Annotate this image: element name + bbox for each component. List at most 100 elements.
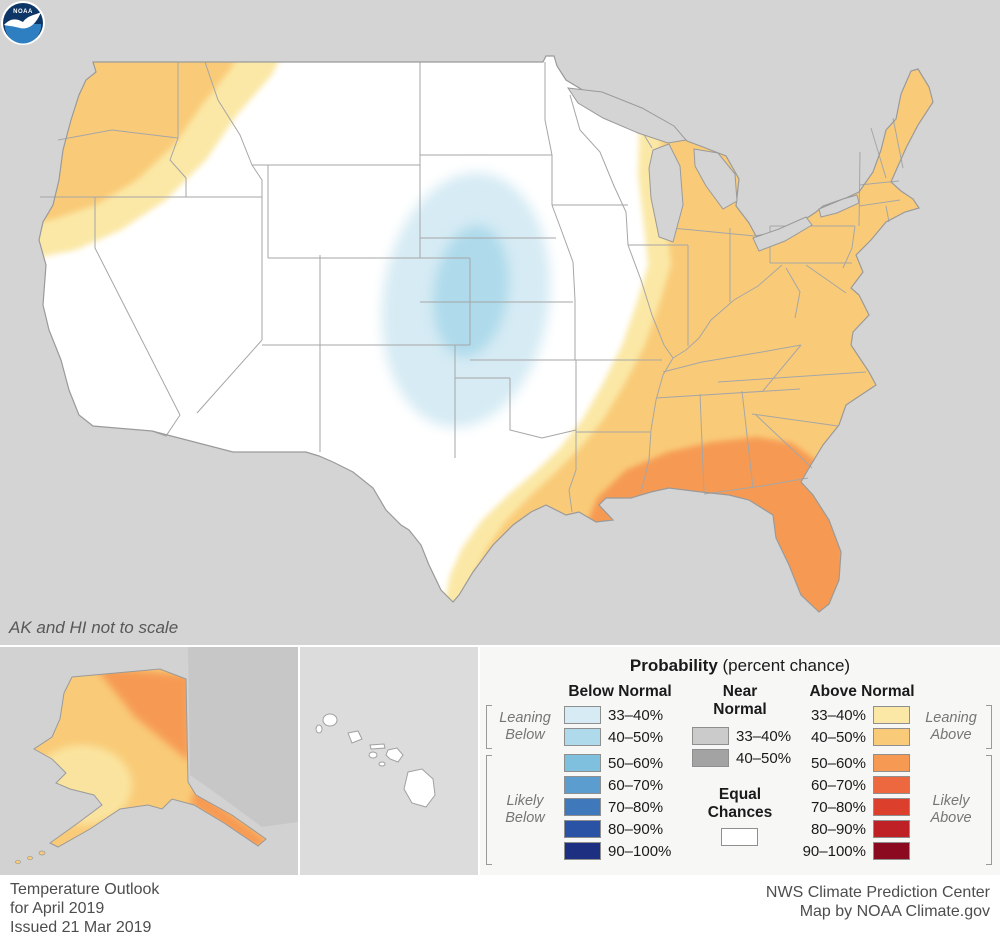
footer-period: for April 2019 xyxy=(10,900,105,917)
legend-row-above-80-90: 80–90% xyxy=(798,819,910,839)
conus-map xyxy=(38,55,934,613)
swatch-near-33-40 xyxy=(692,727,729,745)
range-label: 50–60% xyxy=(810,754,866,772)
bottom-row: Probability (percent chance) Below Norma… xyxy=(0,647,1000,875)
noaa-logo: NOAA xyxy=(1,1,45,45)
swatch-near-40-50 xyxy=(692,749,729,767)
range-label: 70–80% xyxy=(810,798,866,816)
swatch-above-90-100 xyxy=(873,842,910,860)
aleutian-island xyxy=(15,859,21,865)
scale-note: AK and HI not to scale xyxy=(9,618,179,637)
near-header-line1: Near xyxy=(722,683,758,700)
above-normal-header: Above Normal xyxy=(809,683,915,700)
footer: Temperature Outlook for April 2019 Issue… xyxy=(0,877,1000,938)
hawaii-map xyxy=(300,647,478,875)
swatch-below-50-60 xyxy=(564,754,601,772)
footer-source: NWS Climate Prediction Center xyxy=(765,884,990,901)
legend-row-below-40-50: 40–50% xyxy=(564,727,671,747)
range-label: 60–70% xyxy=(608,776,664,794)
likely-above-group: Likely Above xyxy=(916,755,992,865)
leaning-below-group: Leaning Below xyxy=(486,705,558,749)
legend-row-near-40-50: 40–50% xyxy=(692,748,791,768)
swatch-above-60-70 xyxy=(873,776,910,794)
legend-row-above-70-80: 70–80% xyxy=(798,797,910,817)
state-borders xyxy=(40,61,904,513)
likely-below-group: Likely Below xyxy=(486,755,558,865)
noaa-logo-ocean xyxy=(5,24,41,44)
swatch-below-90-100 xyxy=(564,842,601,860)
island-hawaii xyxy=(403,768,436,808)
island-kauai xyxy=(322,713,338,727)
island-lanai xyxy=(368,751,378,759)
range-label: 70–80% xyxy=(608,798,664,816)
legend-row-below-33-40: 33–40% xyxy=(564,705,671,725)
leaning-below-label: Leaning Below xyxy=(499,710,551,743)
alaska-outline xyxy=(33,668,267,848)
canada-landmass xyxy=(188,647,298,827)
legend-row-below-80-90: 80–90% xyxy=(564,819,671,839)
island-kahoolawe xyxy=(378,761,386,767)
range-label: 80–90% xyxy=(810,820,866,838)
footer-issued: Issued 21 Mar 2019 xyxy=(10,919,152,936)
legend-title: Probability (percent chance) xyxy=(480,656,1000,676)
hawaiian-islands xyxy=(315,713,436,808)
near-normal-rows: 33–40% 40–50% xyxy=(692,726,791,770)
equal-chances-label: Equal Chances xyxy=(686,786,794,822)
range-label: 80–90% xyxy=(608,820,664,838)
noaa-logo-gull-icon xyxy=(4,12,41,29)
footer-right: NWS Climate Prediction Center Map by NOA… xyxy=(766,883,990,921)
swatch-below-33-40 xyxy=(564,706,601,724)
aleutian-island xyxy=(38,850,46,856)
alaska-above-50-60-northeast xyxy=(95,669,190,762)
legend-row-above-90-100: 90–100% xyxy=(798,841,910,861)
island-niihau xyxy=(315,724,323,734)
below-normal-rows: 33–40% 40–50% 50–60% 60–70% 70–80% 80–90… xyxy=(564,705,671,863)
range-label: 50–60% xyxy=(608,754,664,772)
great-lakes xyxy=(566,87,860,252)
swatch-above-50-60 xyxy=(873,754,910,772)
conus-map-area: AK and HI not to scale NOAA xyxy=(0,0,1000,645)
near-header-line2: Normal xyxy=(713,701,767,718)
noaa-logo-text: NOAA xyxy=(13,9,33,15)
swatch-above-80-90 xyxy=(873,820,910,838)
aleutian-islands xyxy=(15,850,46,865)
legend-row-below-60-70: 60–70% xyxy=(564,775,671,795)
swatch-below-60-70 xyxy=(564,776,601,794)
leaning-above-label: Leaning Above xyxy=(925,710,977,743)
alaska-map xyxy=(0,647,298,875)
legend-title-suffix: (percent chance) xyxy=(717,656,851,675)
range-label: 40–50% xyxy=(810,728,866,746)
lake-erie xyxy=(752,216,813,252)
range-label: 90–100% xyxy=(608,842,672,860)
legend-row-below-50-60: 50–60% xyxy=(564,753,671,773)
legend-row-above-33-40: 33–40% xyxy=(798,705,910,725)
range-label: 33–40% xyxy=(736,727,792,745)
range-label: 40–50% xyxy=(736,749,792,767)
lake-ontario xyxy=(818,194,860,218)
swatch-equal-chances xyxy=(721,828,758,846)
swatch-below-70-80 xyxy=(564,798,601,816)
range-label: 40–50% xyxy=(608,728,664,746)
bracket-leaning-below xyxy=(486,705,492,749)
near-normal-header: Near Normal xyxy=(686,683,794,719)
legend-title-bold: Probability xyxy=(629,656,718,675)
swatch-above-33-40 xyxy=(873,706,910,724)
swatch-below-40-50 xyxy=(564,728,601,746)
hawaii-panel xyxy=(300,647,478,875)
below-normal-header: Below Normal xyxy=(568,683,672,700)
hawaii-sea xyxy=(300,647,478,875)
legend-row-below-70-80: 70–80% xyxy=(564,797,671,817)
aleutian-island xyxy=(27,855,33,861)
equal-chances-line1: Equal xyxy=(718,786,762,803)
legend-row-above-50-60: 50–60% xyxy=(798,753,910,773)
above-normal-rows: 33–40% 40–50% 50–60% 60–70% 70–80% 80–90… xyxy=(798,705,910,863)
footer-credit: Map by NOAA Climate.gov xyxy=(799,903,990,920)
us-outline xyxy=(38,55,934,613)
swatch-above-40-50 xyxy=(873,728,910,746)
footer-title: Temperature Outlook xyxy=(10,881,160,898)
swatch-below-80-90 xyxy=(564,820,601,838)
range-label: 33–40% xyxy=(608,706,664,724)
legend-row-above-40-50: 40–50% xyxy=(798,727,910,747)
swatch-above-70-80 xyxy=(873,798,910,816)
lake-superior xyxy=(566,87,687,144)
